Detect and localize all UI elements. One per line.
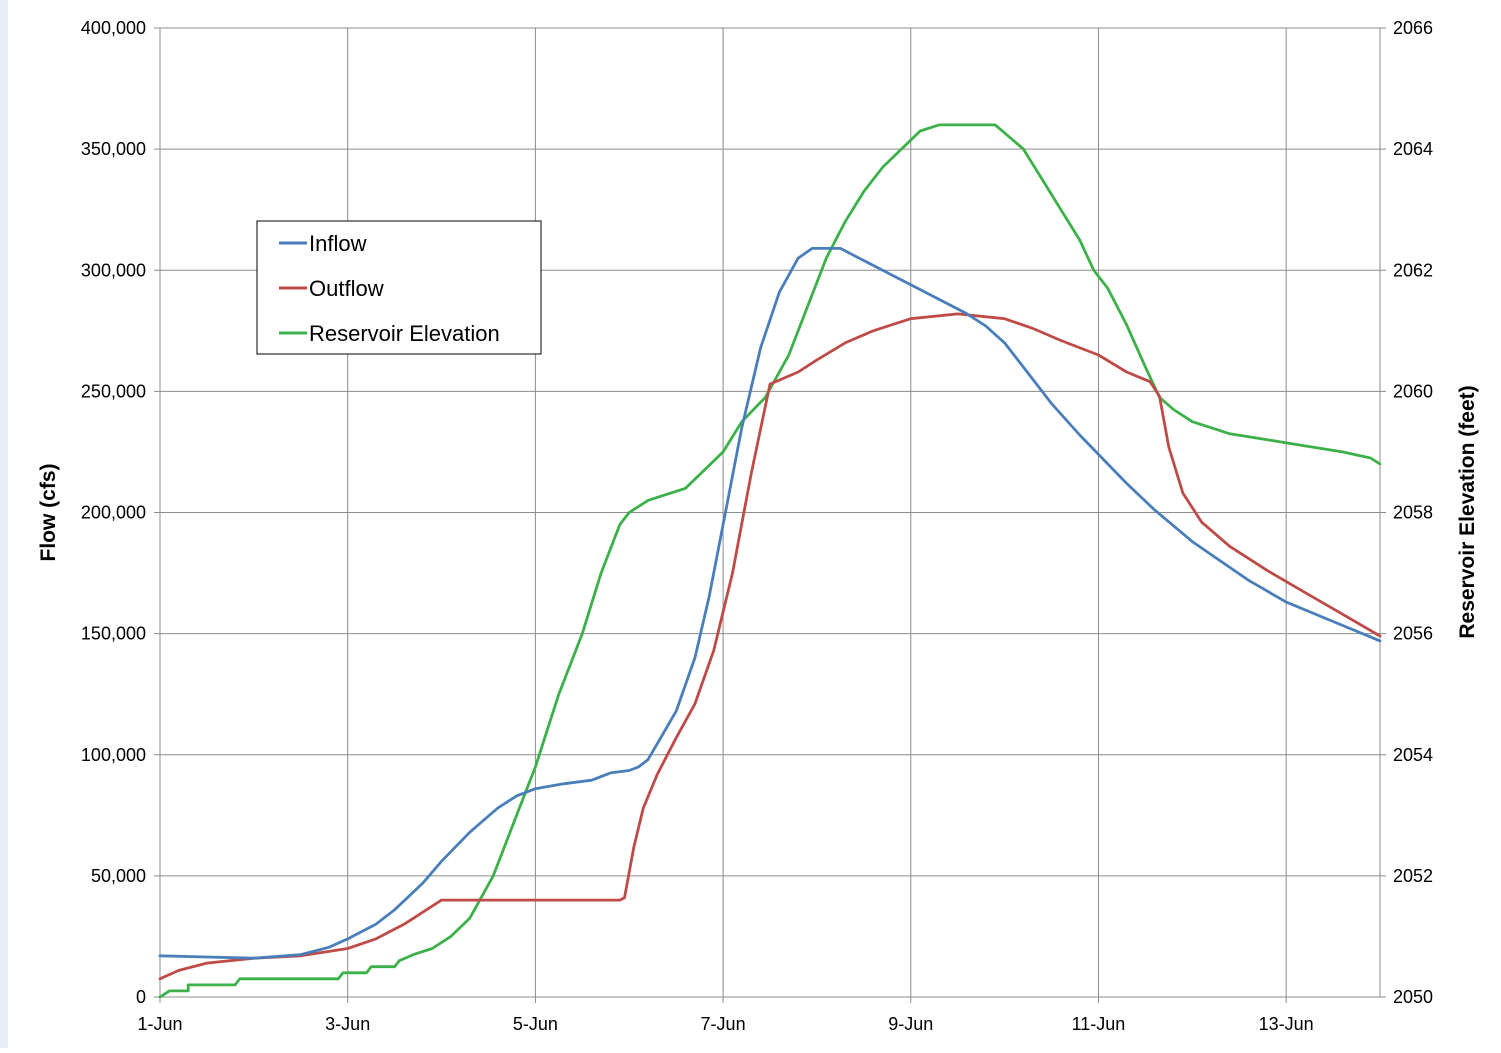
y2-tick-label: 2054 xyxy=(1393,745,1433,765)
y2-tick-label: 2060 xyxy=(1393,381,1433,401)
y-tick-label: 350,000 xyxy=(81,139,146,159)
grid xyxy=(154,27,1386,1003)
y-tick-label: 300,000 xyxy=(81,260,146,280)
plot-area-frame xyxy=(159,27,1381,998)
y-tick-label: 50,000 xyxy=(91,866,146,886)
x-tick-label: 5-Jun xyxy=(513,1014,558,1034)
x-axis-tick-labels: 1-Jun 3-Jun 5-Jun 7-Jun 9-Jun 11-Jun 13-Jun xyxy=(137,1014,1313,1034)
x-tick-label: 3-Jun xyxy=(325,1014,370,1034)
y2-tick-label: 2050 xyxy=(1393,987,1433,1007)
y-tick-label: 100,000 xyxy=(81,745,146,765)
x-tick-label: 13-Jun xyxy=(1259,1014,1314,1034)
x-tick-label: 9-Jun xyxy=(888,1014,933,1034)
left-edge-strip xyxy=(0,0,8,1048)
x-tick-label: 11-Jun xyxy=(1072,1014,1126,1034)
legend-label-outflow: Outflow xyxy=(309,276,384,301)
y2-tick-label: 2052 xyxy=(1393,866,1433,886)
right-axis-title: Reservoir Elevation (feet) xyxy=(1456,385,1479,638)
x-tick-label: 7-Jun xyxy=(701,1014,746,1034)
x-tick-label: 1-Jun xyxy=(137,1014,182,1034)
y2-tick-label: 2058 xyxy=(1393,503,1433,523)
series-lines xyxy=(158,123,1382,999)
y2-tick-label: 2066 xyxy=(1393,18,1433,38)
y-tick-label: 400,000 xyxy=(81,18,146,38)
legend-label-inflow: Inflow xyxy=(309,231,367,256)
left-axis-tick-labels: 0 50,000 100,000 150,000 200,000 250,000 300,0… xyxy=(81,18,146,1007)
y-tick-label: 0 xyxy=(136,987,146,1007)
inflow-line xyxy=(158,247,1382,960)
outflow-line xyxy=(158,312,1382,981)
y-tick-label: 200,000 xyxy=(81,503,146,523)
right-axis-tick-labels: 2050 2052 2054 2056 2058 2060 2062 2064 2066 xyxy=(1393,18,1433,1007)
y2-tick-label: 2064 xyxy=(1393,139,1433,159)
legend-label-reservoir-elevation: Reservoir Elevation xyxy=(309,321,500,346)
left-axis-title: Flow (cfs) xyxy=(37,464,60,562)
legend: Inflow Outflow Reservoir Elevation xyxy=(256,220,542,355)
y-tick-label: 150,000 xyxy=(81,624,146,644)
y2-tick-label: 2056 xyxy=(1393,624,1433,644)
y2-tick-label: 2062 xyxy=(1393,260,1433,280)
y-tick-label: 250,000 xyxy=(81,381,146,401)
